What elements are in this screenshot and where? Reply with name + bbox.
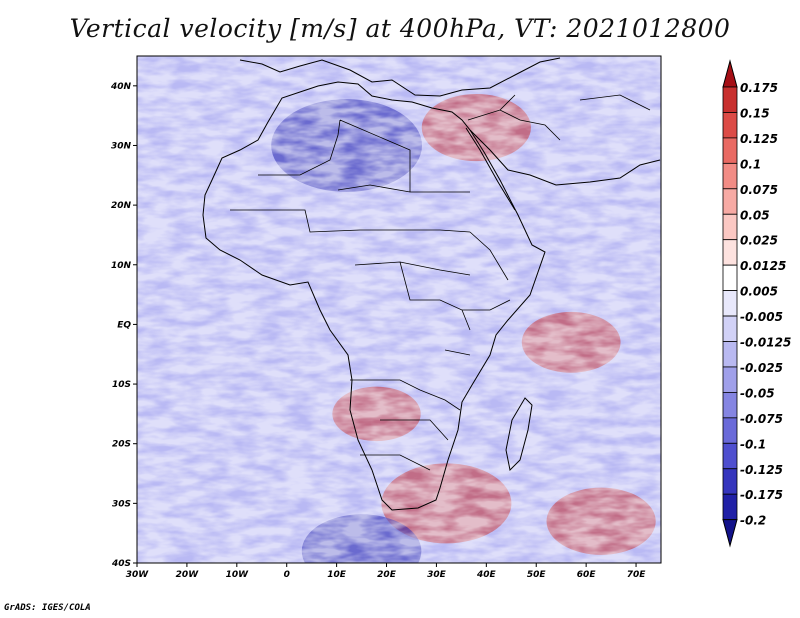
map-title: Vertical velocity [m/s] at 400hPa, VT: 2… xyxy=(69,14,731,43)
colorbar-swatch xyxy=(722,341,738,368)
colorbar-level-label: -0.175 xyxy=(740,488,783,502)
map-plot: 30W 20W 10W 0 10E 20E 30E 40E 50E 60E 70E 40N 30N 20N… xyxy=(110,55,662,580)
map-axes: 30W 20W 10W 0 10E 20E 30E 40E 50E 60E 70E 40N 30N 20N… xyxy=(110,82,646,580)
colorbar-swatch xyxy=(722,112,738,139)
colorbar-swatch xyxy=(722,366,738,393)
lon-tick-label: 20W xyxy=(176,570,200,580)
africa-coastline xyxy=(202,81,546,511)
border-east xyxy=(444,231,511,356)
colorbar-level-label: 0.05 xyxy=(740,208,770,222)
colorbar-level-label: -0.0125 xyxy=(740,336,791,350)
colorbar-swatch xyxy=(722,442,738,470)
colorbar-swatch xyxy=(722,391,738,419)
colorbar-legend: 0.175 0.15 0.125 0.1 0.075 0.05 0.025 0.0125 0.0… xyxy=(722,59,791,548)
border-sahara-north xyxy=(258,119,470,193)
colorbar-swatch xyxy=(722,137,738,164)
colorbar-level-label: 0.125 xyxy=(740,132,778,146)
country-borders xyxy=(230,94,651,471)
lat-tick-label: 10S xyxy=(112,380,131,390)
colorbar-swatch xyxy=(722,290,738,317)
map-frame xyxy=(136,55,662,564)
europe-coastline xyxy=(239,57,561,97)
madagascar-coastline xyxy=(505,397,533,472)
lat-tick-label: EQ xyxy=(117,320,131,330)
arabian-peninsula-coastline xyxy=(469,129,661,186)
colorbar-bottom-arrow xyxy=(722,519,738,548)
lon-tick-label: 30W xyxy=(126,570,150,580)
lon-tick-label: 60E xyxy=(577,570,597,580)
lon-tick-label: 10E xyxy=(327,570,347,580)
colorbar-level-label: 0.15 xyxy=(740,106,770,120)
colorbar-swatch xyxy=(722,213,738,241)
lat-tick-label: 30S xyxy=(112,499,131,509)
colorbar-level-label: 0.1 xyxy=(740,157,761,171)
colorbar-level-label: -0.005 xyxy=(740,310,783,324)
border-central xyxy=(354,261,471,331)
border-sahel xyxy=(230,209,471,233)
colorbar-level-label: -0.075 xyxy=(740,412,783,426)
lon-tick-label: 30E xyxy=(427,570,447,580)
border-southern xyxy=(350,379,461,471)
colorbar-swatch xyxy=(722,86,738,113)
lat-tick-label: 40N xyxy=(110,82,132,92)
lon-tick-label: 20E xyxy=(377,570,397,580)
lat-tick-label: 10N xyxy=(111,261,132,271)
colorbar-level-label: 0.0125 xyxy=(740,259,786,273)
colorbar-level-label: -0.025 xyxy=(740,361,783,375)
wind-streak-texture xyxy=(137,56,661,563)
lon-tick-label: 0 xyxy=(284,570,290,580)
colorbar-swatch xyxy=(722,264,738,291)
colorbar-level-label: 0.025 xyxy=(740,234,778,248)
coastlines xyxy=(202,57,661,511)
lon-tick-label: 70E xyxy=(627,570,647,580)
colorbar-swatch xyxy=(722,162,738,190)
colorbar-swatch xyxy=(722,239,738,266)
red-sea-coastline xyxy=(465,127,516,211)
colorbar-swatch xyxy=(722,417,738,444)
colorbar-level-label: -0.125 xyxy=(740,463,783,477)
lat-tick-label: 20N xyxy=(111,201,132,211)
border-middle-east xyxy=(467,94,651,141)
colorbar-swatch xyxy=(722,315,738,342)
colorbar-level-label: 0.005 xyxy=(740,285,778,299)
colorbar-swatch xyxy=(722,493,738,521)
colorbar-level-label: 0.075 xyxy=(740,183,778,197)
colorbar-level-label: -0.05 xyxy=(740,386,775,400)
lon-tick-label: 50E xyxy=(527,570,547,580)
lon-tick-label: 40E xyxy=(476,570,497,580)
lon-tick-label: 10W xyxy=(226,570,250,580)
colorbar-top-arrow xyxy=(722,59,738,88)
lat-tick-label: 20S xyxy=(112,440,131,450)
grads-credit: GrADS: IGES/COLA xyxy=(4,603,91,613)
lat-tick-label: 30N xyxy=(111,141,132,151)
colorbar-swatch xyxy=(722,468,738,495)
colorbar-level-label: 0.175 xyxy=(740,81,778,95)
colorbar-swatch xyxy=(722,188,738,215)
colorbar-level-label: -0.2 xyxy=(740,514,766,528)
lat-tick-label: 40S xyxy=(111,559,131,569)
colorbar-level-label: -0.1 xyxy=(740,437,766,451)
